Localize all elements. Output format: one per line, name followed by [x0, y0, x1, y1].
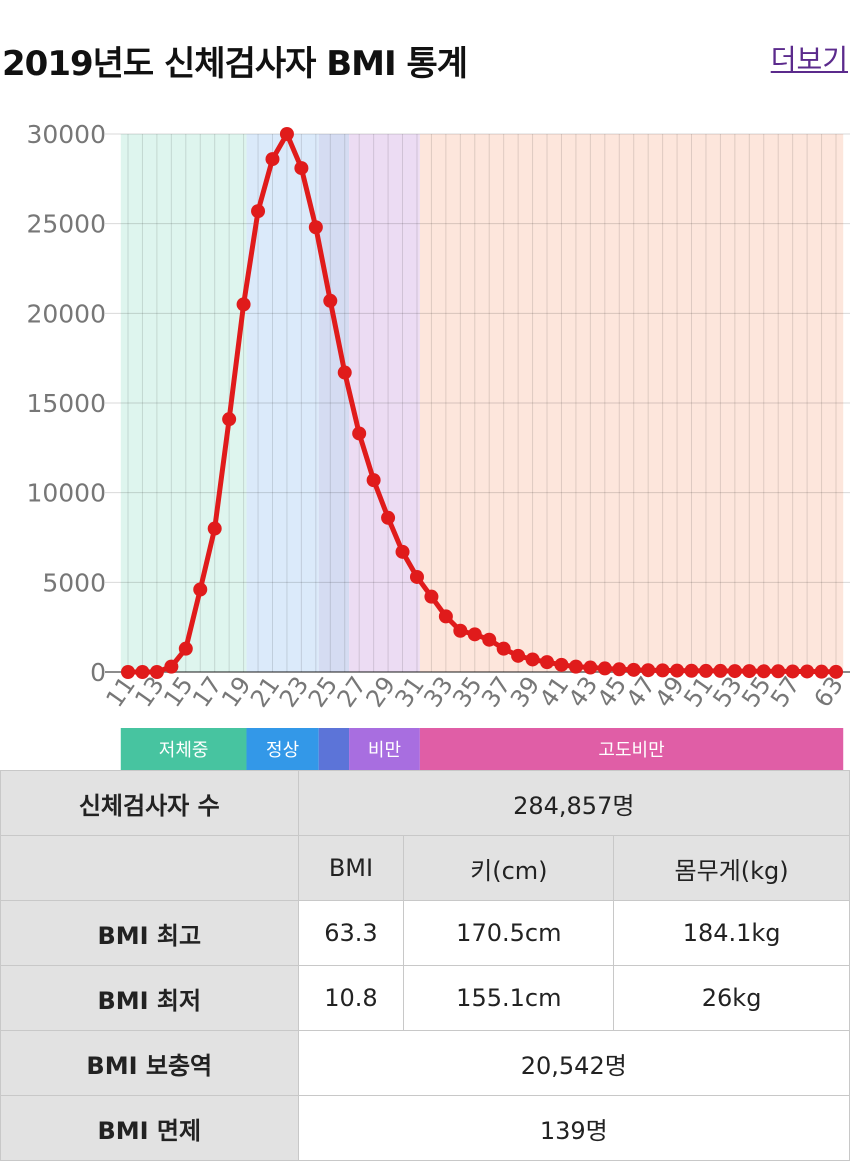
supp-label: BMI 보충역 — [0, 1030, 299, 1096]
data-point — [785, 664, 800, 679]
min-weight: 26kg — [613, 965, 850, 1031]
page-title: 2019년도 신체검사자 BMI 통계 — [2, 44, 468, 84]
max-label: BMI 최고 — [0, 900, 299, 966]
data-point — [352, 426, 367, 441]
y-tick-label: 20000 — [26, 299, 106, 328]
band-bg — [349, 134, 420, 672]
col-bmi: BMI — [297, 835, 405, 901]
table-row: BMI 키(cm) 몸무게(kg) — [0, 835, 850, 901]
data-point — [655, 663, 670, 678]
data-point — [554, 657, 569, 672]
band-bg — [120, 134, 247, 672]
data-point — [149, 665, 164, 679]
data-point — [251, 204, 266, 219]
data-point — [236, 297, 251, 312]
min-bmi: 10.8 — [297, 965, 405, 1031]
data-point — [641, 663, 656, 678]
more-link[interactable]: 더보기 — [770, 43, 848, 76]
data-point — [265, 152, 280, 167]
data-point — [453, 623, 468, 638]
table-row: BMI 면제 139명 — [0, 1095, 850, 1161]
data-point — [612, 662, 627, 677]
x-tick-label: 57 — [765, 671, 805, 712]
band-label: 저체중 — [159, 740, 209, 761]
band-legend — [349, 728, 420, 770]
band-legend — [419, 728, 844, 770]
min-label: BMI 최저 — [0, 965, 299, 1031]
y-tick-label: 25000 — [26, 210, 106, 239]
data-point — [482, 632, 497, 647]
band-legend — [318, 728, 350, 770]
table-row: BMI 최고 63.3 170.5cm 184.1kg — [0, 900, 850, 966]
min-height: 155.1cm — [403, 965, 615, 1031]
data-point — [438, 609, 453, 624]
examinees-label: 신체검사자 수 — [0, 770, 299, 836]
y-tick-label: 0 — [90, 658, 106, 687]
band-label: 비만 — [368, 740, 401, 761]
data-point — [366, 473, 381, 488]
data-point — [207, 521, 222, 536]
data-point — [178, 641, 193, 656]
data-point — [511, 648, 526, 663]
data-point — [135, 665, 150, 679]
data-point — [467, 627, 482, 642]
data-point — [294, 161, 309, 176]
data-point — [395, 544, 410, 559]
band-bg — [419, 134, 844, 672]
data-point — [727, 664, 742, 679]
data-point — [409, 569, 424, 584]
data-point — [771, 664, 786, 679]
exempt-value: 139명 — [297, 1095, 850, 1161]
data-point — [381, 510, 396, 525]
examinees-value: 284,857명 — [297, 770, 850, 836]
table-row: BMI 최저 10.8 155.1cm 26kg — [0, 965, 850, 1031]
stats-table: 신체검사자 수 284,857명 BMI 키(cm) 몸무게(kg) BMI 최고 63… — [0, 770, 850, 1161]
band-legend — [120, 728, 247, 770]
supp-value: 20,542명 — [297, 1030, 850, 1096]
data-point — [496, 641, 511, 656]
data-point — [756, 664, 771, 679]
data-point — [164, 659, 179, 674]
data-point — [670, 663, 685, 678]
y-tick-label: 30000 — [26, 120, 106, 149]
y-tick-label: 5000 — [42, 568, 106, 597]
band-label: 고도비만 — [598, 740, 664, 761]
band-legend — [246, 728, 319, 770]
data-point — [568, 659, 583, 674]
y-tick-label: 10000 — [26, 479, 106, 508]
table-row: BMI 보충역 20,542명 — [0, 1030, 850, 1096]
data-point — [222, 412, 237, 427]
bmi-line-chart: 저체중 정상 비만 고도비만 0 5000 10000 15000 20000 25000 3000… — [26, 120, 850, 770]
y-tick-label: 15000 — [26, 389, 106, 418]
data-point — [540, 655, 555, 670]
col-weight: 몸무게(kg) — [613, 835, 850, 901]
data-point — [742, 664, 757, 679]
data-point — [308, 220, 323, 235]
data-point — [525, 652, 540, 667]
data-point — [121, 665, 135, 679]
exempt-label: BMI 면제 — [0, 1095, 299, 1161]
data-point — [829, 664, 843, 679]
data-point — [626, 662, 641, 677]
data-point — [193, 582, 208, 597]
max-bmi: 63.3 — [297, 900, 405, 966]
data-point — [800, 664, 815, 679]
max-height: 170.5cm — [403, 900, 615, 966]
data-point — [279, 127, 294, 141]
data-point — [713, 663, 728, 678]
col-height: 키(cm) — [403, 835, 615, 901]
table-row: 신체검사자 수 284,857명 — [0, 770, 850, 836]
data-point — [583, 660, 598, 675]
band-bg — [318, 134, 350, 672]
data-point — [698, 663, 713, 678]
data-point — [323, 293, 338, 308]
data-point — [597, 661, 612, 676]
data-point — [337, 365, 352, 380]
max-weight: 184.1kg — [613, 900, 850, 966]
band-label: 정상 — [266, 740, 299, 761]
data-point — [814, 664, 829, 679]
data-point — [424, 589, 439, 604]
x-tick-label: 63 — [808, 671, 848, 712]
data-point — [684, 663, 699, 678]
